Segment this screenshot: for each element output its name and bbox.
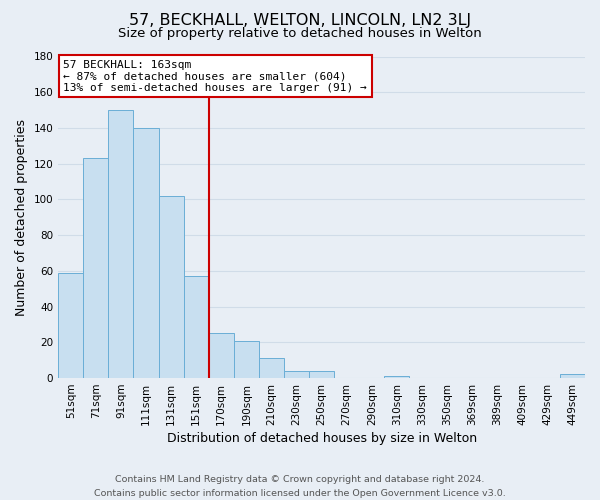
Bar xyxy=(83,158,109,378)
Text: 57 BECKHALL: 163sqm
← 87% of detached houses are smaller (604)
13% of semi-detac: 57 BECKHALL: 163sqm ← 87% of detached ho… xyxy=(64,60,367,93)
Bar xyxy=(284,371,309,378)
Bar xyxy=(259,358,284,378)
Text: 57, BECKHALL, WELTON, LINCOLN, LN2 3LJ: 57, BECKHALL, WELTON, LINCOLN, LN2 3LJ xyxy=(129,12,471,28)
Bar xyxy=(109,110,133,378)
Bar xyxy=(560,374,585,378)
Bar xyxy=(133,128,158,378)
Bar xyxy=(309,371,334,378)
Bar xyxy=(385,376,409,378)
Bar xyxy=(58,272,83,378)
Bar xyxy=(234,340,259,378)
Y-axis label: Number of detached properties: Number of detached properties xyxy=(15,119,28,316)
Bar xyxy=(158,196,184,378)
X-axis label: Distribution of detached houses by size in Welton: Distribution of detached houses by size … xyxy=(167,432,476,445)
Bar xyxy=(209,334,234,378)
Text: Size of property relative to detached houses in Welton: Size of property relative to detached ho… xyxy=(118,28,482,40)
Text: Contains HM Land Registry data © Crown copyright and database right 2024.
Contai: Contains HM Land Registry data © Crown c… xyxy=(94,476,506,498)
Bar xyxy=(184,276,209,378)
